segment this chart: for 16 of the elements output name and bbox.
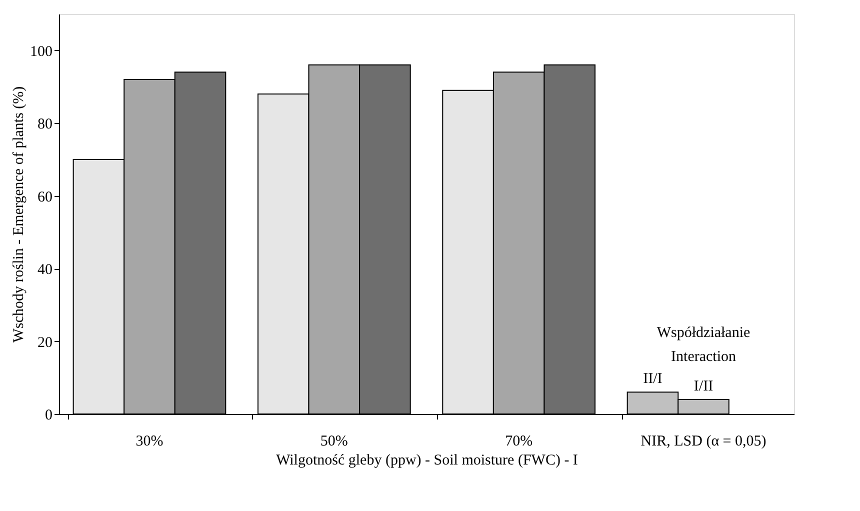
y-tick-label: 0 <box>45 408 52 424</box>
series-label: II/I <box>643 371 662 388</box>
y-tick-label: 60 <box>38 189 52 206</box>
annotation: Interaction <box>671 349 736 366</box>
x-axis-title: Wilgotność gleby (ppw) - Soil moisture (FWC) - I <box>276 452 578 468</box>
y-tick-label: 100 <box>30 44 52 60</box>
y-tick-label: 20 <box>38 334 52 351</box>
x-tick-label: 70% <box>505 434 533 450</box>
y-axis-title: Wschody roślin - Emergence of plants (%) <box>11 86 27 343</box>
y-tick-label: 80 <box>38 116 52 133</box>
x-tick-label: 50% <box>320 434 348 450</box>
x-tick-label: NIR, LSD (α = 0,05) <box>640 434 766 450</box>
annotation: Współdziałanie <box>656 325 750 342</box>
y-tick-label: 40 <box>38 262 52 278</box>
x-tick-label: 30% <box>136 434 164 450</box>
series-label: I/II <box>694 378 714 394</box>
